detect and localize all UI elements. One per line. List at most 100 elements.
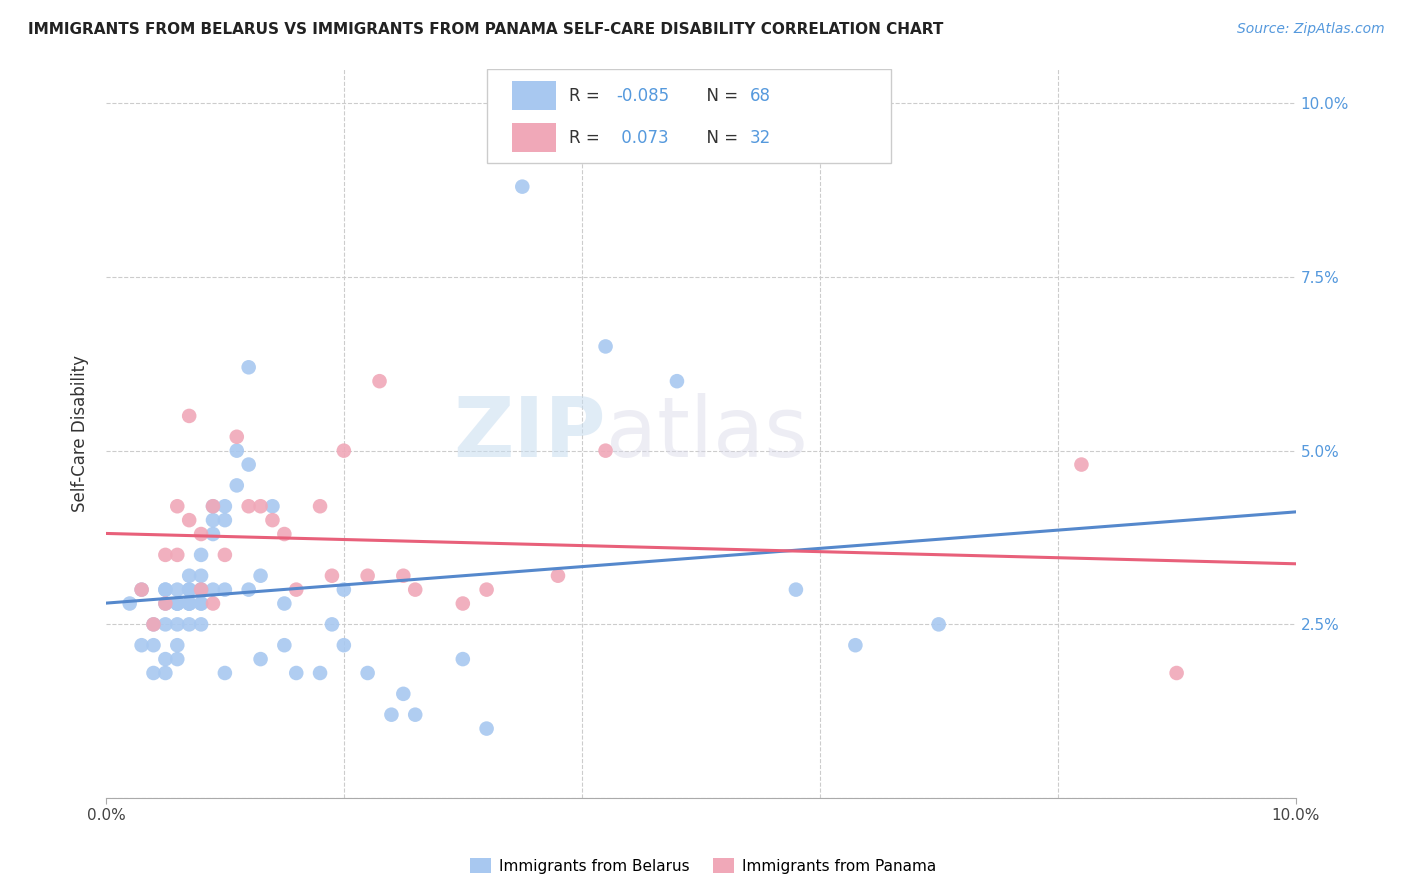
Point <box>166 652 188 666</box>
Point <box>190 582 212 597</box>
Point <box>190 597 212 611</box>
Point <box>249 652 271 666</box>
Point <box>249 500 271 514</box>
Text: atlas: atlas <box>606 392 807 474</box>
Point <box>131 582 153 597</box>
FancyBboxPatch shape <box>512 81 555 110</box>
Point <box>155 665 177 680</box>
Point <box>118 597 141 611</box>
Point <box>1166 665 1188 680</box>
Point <box>392 568 415 582</box>
Point <box>179 597 201 611</box>
Point <box>131 582 153 597</box>
Text: 0.073: 0.073 <box>616 128 669 147</box>
Text: 68: 68 <box>749 87 770 104</box>
Point <box>155 652 177 666</box>
Point <box>273 638 295 652</box>
Point <box>179 617 201 632</box>
Point <box>475 582 498 597</box>
Point <box>214 665 236 680</box>
Point <box>190 617 212 632</box>
Point <box>155 582 177 597</box>
Point <box>928 617 950 632</box>
Point <box>155 617 177 632</box>
Point <box>166 597 188 611</box>
Point <box>785 582 807 597</box>
Point <box>155 597 177 611</box>
Point <box>179 582 201 597</box>
Point <box>201 527 224 541</box>
Point <box>249 568 271 582</box>
Text: Source: ZipAtlas.com: Source: ZipAtlas.com <box>1237 22 1385 37</box>
Point <box>309 665 332 680</box>
Point <box>179 513 201 527</box>
Text: R =: R = <box>568 128 605 147</box>
Point <box>179 597 201 611</box>
Point <box>595 443 617 458</box>
Point <box>238 500 260 514</box>
Point <box>356 665 378 680</box>
Point <box>225 443 247 458</box>
Point <box>166 582 188 597</box>
Point <box>190 527 212 541</box>
Point <box>595 339 617 353</box>
Point <box>214 582 236 597</box>
Point <box>273 527 295 541</box>
Text: ZIP: ZIP <box>453 392 606 474</box>
Point <box>451 597 474 611</box>
Text: 32: 32 <box>749 128 770 147</box>
Point <box>201 500 224 514</box>
Point <box>166 638 188 652</box>
Point <box>179 409 201 423</box>
Point <box>321 568 343 582</box>
Point <box>201 500 224 514</box>
Point <box>309 500 332 514</box>
Point <box>190 548 212 562</box>
Point <box>155 582 177 597</box>
Point <box>179 597 201 611</box>
Point <box>142 617 165 632</box>
Text: N =: N = <box>696 87 744 104</box>
Point <box>475 722 498 736</box>
Point <box>155 597 177 611</box>
Point <box>225 430 247 444</box>
Point <box>190 568 212 582</box>
Point <box>214 548 236 562</box>
Point <box>179 582 201 597</box>
Point <box>190 582 212 597</box>
Point <box>380 707 402 722</box>
Point <box>201 582 224 597</box>
Text: N =: N = <box>696 128 744 147</box>
Text: IMMIGRANTS FROM BELARUS VS IMMIGRANTS FROM PANAMA SELF-CARE DISABILITY CORRELATI: IMMIGRANTS FROM BELARUS VS IMMIGRANTS FR… <box>28 22 943 37</box>
Point <box>155 548 177 562</box>
Y-axis label: Self-Care Disability: Self-Care Disability <box>72 355 89 512</box>
Point <box>368 374 391 388</box>
Point <box>321 617 343 632</box>
Point <box>333 582 356 597</box>
Point <box>166 617 188 632</box>
Point <box>225 478 247 492</box>
Point <box>1070 458 1092 472</box>
Point <box>356 568 378 582</box>
Legend: Immigrants from Belarus, Immigrants from Panama: Immigrants from Belarus, Immigrants from… <box>464 852 942 880</box>
Point <box>238 582 260 597</box>
Point <box>404 582 426 597</box>
Point <box>510 179 533 194</box>
Point <box>547 568 569 582</box>
Text: -0.085: -0.085 <box>616 87 669 104</box>
Point <box>190 582 212 597</box>
Point <box>238 458 260 472</box>
Point <box>333 638 356 652</box>
FancyBboxPatch shape <box>512 123 555 153</box>
Point <box>166 500 188 514</box>
Point <box>190 597 212 611</box>
Point <box>451 652 474 666</box>
Point <box>214 500 236 514</box>
Point <box>214 513 236 527</box>
Point <box>166 597 188 611</box>
Point <box>142 638 165 652</box>
Point <box>166 548 188 562</box>
Point <box>844 638 866 652</box>
Point <box>262 500 284 514</box>
Point <box>131 638 153 652</box>
